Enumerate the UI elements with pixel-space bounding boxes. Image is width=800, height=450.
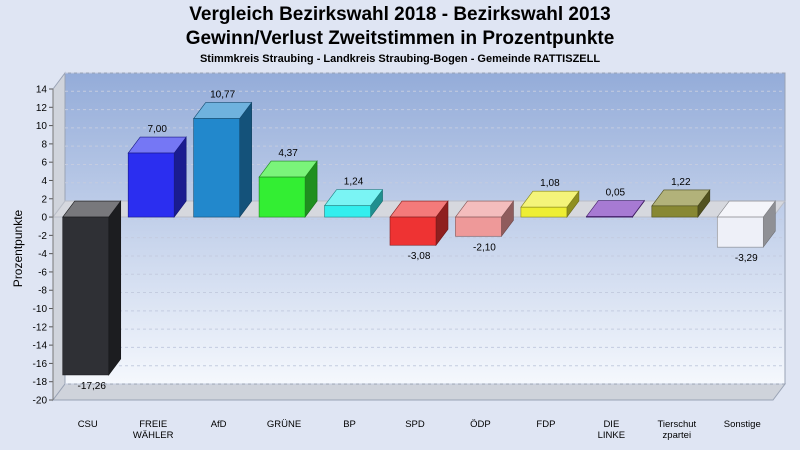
x-tick-label-bp: BP bbox=[343, 419, 356, 430]
bar-gruene bbox=[258, 176, 306, 218]
bar-side-csu bbox=[108, 200, 122, 376]
data-label-bp: 1,24 bbox=[344, 177, 364, 188]
bar-sonstige bbox=[716, 216, 764, 248]
y-axis-label: Prozentpunkte bbox=[11, 209, 25, 287]
data-label-freie-waehler: 7,00 bbox=[147, 124, 167, 135]
data-label-tierschutzpartei: 1,22 bbox=[671, 177, 691, 188]
chart-subsubtitle: Stimmkreis Straubing - Landkreis Straubi… bbox=[199, 53, 601, 65]
data-label-oedp: -2,10 bbox=[473, 242, 496, 253]
bar-bp bbox=[324, 205, 371, 218]
y-tick-label: -12 bbox=[33, 322, 48, 333]
data-label-fdp: 1,08 bbox=[540, 178, 560, 189]
bar-afd bbox=[193, 118, 240, 218]
data-label-sonstige: -3,29 bbox=[735, 253, 758, 264]
y-tick-label: -2 bbox=[38, 231, 47, 242]
y-tick-label: 10 bbox=[36, 121, 48, 132]
y-tick-label: 4 bbox=[41, 176, 47, 187]
y-tick-label: 2 bbox=[41, 194, 47, 205]
y-tick-label: 0 bbox=[41, 213, 47, 224]
x-tick-label-gruene: GRÜNE bbox=[267, 419, 301, 430]
y-tick-label: -4 bbox=[38, 249, 47, 260]
bar-spd bbox=[389, 216, 437, 246]
data-label-afd: 10,77 bbox=[210, 90, 235, 101]
bar-fdp bbox=[520, 206, 568, 218]
x-tick-label-tierschutzpartei: zpartei bbox=[663, 430, 692, 441]
y-tick-label: -20 bbox=[33, 396, 48, 407]
y-tick-label: -14 bbox=[33, 341, 48, 352]
title-block: Vergleich Bezirkswahl 2018 - Bezirkswahl… bbox=[0, 0, 800, 66]
x-tick-label-oedp: ÖDP bbox=[470, 419, 491, 430]
data-label-gruene: 4,37 bbox=[278, 148, 298, 159]
x-tick-label-afd: AfD bbox=[211, 419, 227, 430]
x-tick-label-tierschutzpartei: Tierschut bbox=[657, 419, 696, 430]
y-tick-label: -6 bbox=[38, 267, 47, 278]
data-label-die-linke: 0,05 bbox=[606, 188, 626, 199]
y-tick-label: 8 bbox=[41, 139, 47, 150]
y-tick-label: -10 bbox=[33, 304, 48, 315]
bar-die-linke bbox=[586, 216, 633, 218]
plot-floor bbox=[52, 383, 786, 401]
bar-freie-waehler bbox=[127, 152, 175, 218]
y-tick-label: 12 bbox=[36, 103, 48, 114]
x-tick-label-freie-waehler: FREIE bbox=[139, 419, 167, 430]
x-tick-label-die-linke: LINKE bbox=[598, 430, 625, 441]
chart-title: Vergleich Bezirkswahl 2018 - Bezirkswahl… bbox=[189, 4, 611, 25]
bar-tierschutzpartei bbox=[651, 205, 699, 218]
x-tick-label-die-linke: DIE bbox=[603, 419, 619, 430]
chart-subtitle: Gewinn/Verlust Zweitstimmen in Prozentpu… bbox=[185, 28, 615, 49]
bar-side-afd bbox=[239, 101, 252, 218]
x-tick-label-spd: SPD bbox=[405, 419, 425, 430]
bar-oedp bbox=[455, 216, 502, 237]
y-tick-label: -8 bbox=[38, 286, 47, 297]
y-tick-label: -18 bbox=[33, 377, 48, 388]
y-tick-label: 14 bbox=[36, 85, 48, 96]
data-label-csu: -17,26 bbox=[78, 381, 107, 392]
x-tick-label-csu: CSU bbox=[78, 419, 98, 430]
x-tick-label-fdp: FDP bbox=[536, 419, 555, 430]
bar-csu bbox=[62, 216, 110, 376]
data-label-spd: -3,08 bbox=[408, 251, 431, 262]
x-tick-label-freie-waehler: WÄHLER bbox=[133, 430, 174, 441]
y-tick-label: 6 bbox=[41, 158, 47, 169]
x-tick-label-sonstige: Sonstige bbox=[724, 419, 761, 430]
y-tick-label: -16 bbox=[33, 359, 48, 370]
